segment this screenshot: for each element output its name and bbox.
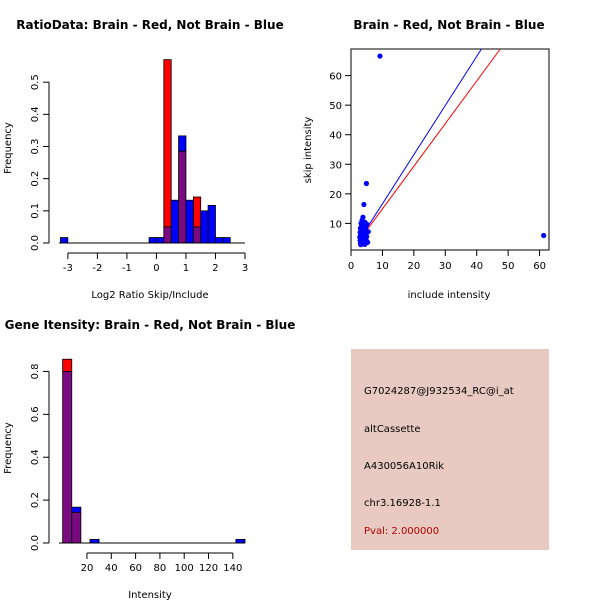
y-tick-label: 10: [329, 219, 342, 230]
bar-overlap: [62, 371, 73, 544]
bar-not-brain: [89, 538, 100, 544]
ratio-bars: [59, 59, 245, 244]
scatter-point: [541, 232, 547, 239]
bar-not-brain: [222, 237, 231, 244]
x-tick-label: 60: [129, 563, 142, 574]
y-tick-label: 0.0: [30, 235, 41, 251]
x-tick-label: 30: [439, 261, 452, 272]
bar-not-brain: [207, 204, 216, 244]
ratio-xlabel: Log2 Ratio Skip/Include: [91, 290, 208, 301]
intensity-xlabel: Intensity: [128, 590, 172, 600]
y-tick-label: 0.3: [30, 139, 41, 155]
x-tick-label: 3: [242, 263, 248, 274]
bar-not-brain: [60, 237, 69, 244]
y-tick-label: 0.1: [30, 203, 41, 219]
bar-overlap: [192, 226, 202, 244]
intensity-ylabel: Frequency: [3, 422, 14, 474]
x-tick-label: 20: [407, 261, 420, 272]
bar-not-brain: [148, 237, 157, 244]
bar-not-brain: [235, 538, 246, 544]
x-tick-label: 20: [81, 563, 94, 574]
x-tick-label: -3: [63, 263, 73, 274]
scatter-point: [377, 53, 383, 59]
y-tick-label: 0.4: [30, 449, 41, 465]
bar-overlap: [71, 511, 82, 544]
bar-brain: [163, 59, 172, 228]
y-tick-label: 20: [329, 190, 342, 201]
gene-name-text: A430056A10Rik: [364, 461, 445, 472]
scatter-point: [363, 180, 369, 187]
locus-text: chr3.16928-1.1: [364, 498, 441, 509]
scatter-title: Brain - Red, Not Brain - Blue: [353, 18, 544, 32]
x-tick-label: -2: [92, 263, 102, 274]
x-tick-label: 40: [105, 563, 118, 574]
y-tick-label: 0.4: [30, 106, 41, 122]
x-tick-label: -1: [122, 263, 132, 274]
bar-not-brain: [170, 199, 179, 244]
scatter-point: [361, 201, 367, 208]
bar-brain: [62, 358, 73, 372]
x-tick-label: 120: [199, 563, 218, 574]
x-tick-label: 40: [470, 261, 483, 272]
x-tick-label: 10: [376, 261, 389, 272]
probe-id-text: G7024287@J932534_RC@i_at: [364, 386, 514, 397]
ratio-axes: -3 -2 -1 0 1 2 3 0.0 0.1 0.2 0.3 0.4 0.5: [30, 74, 248, 274]
intensity-bars: [59, 358, 246, 544]
scatter-point: [358, 242, 364, 248]
y-tick-label: 0.5: [30, 74, 41, 90]
ratio-ylabel: Frequency: [3, 122, 14, 174]
fit-line: [360, 48, 482, 239]
intensity-title: Gene Itensity: Brain - Red, Not Brain - …: [5, 318, 296, 332]
bar-not-brain: [156, 237, 165, 244]
bar-not-brain: [200, 210, 209, 244]
scatter-points: [357, 53, 547, 248]
x-tick-label: 60: [533, 261, 546, 272]
intensity-axes: 20 40 60 80 100 120 140 0.0 0.2 0.4 0.6 0.8: [30, 363, 242, 574]
intensity-histogram: Gene Itensity: Brain - Red, Not Brain - …: [3, 318, 295, 600]
y-tick-label: 0.6: [30, 406, 41, 422]
y-tick-label: 0.2: [30, 492, 41, 508]
y-tick-label: 50: [329, 101, 342, 112]
bar-not-brain: [215, 237, 224, 244]
ratio-histogram: RatioData: Brain - Red, Not Brain - Blue…: [3, 18, 284, 301]
bar-overlap: [178, 150, 187, 244]
y-tick-label: 60: [329, 72, 342, 83]
y-tick-label: 30: [329, 160, 342, 171]
x-tick-label: 0: [348, 261, 354, 272]
x-tick-label: 80: [154, 563, 167, 574]
info-panel: G7024287@J932534_RC@i_at altCassette A43…: [351, 349, 549, 550]
intensity-scatter: Brain - Red, Not Brain - Blue include in…: [303, 18, 550, 301]
scatter-axes: 0 10 20 30 40 50 60 10 20 30 40 50 60: [329, 72, 546, 272]
bar-not-brain: [185, 199, 194, 244]
x-tick-label: 50: [502, 261, 515, 272]
x-tick-label: 1: [183, 263, 189, 274]
bar-brain: [192, 196, 202, 228]
scatter-xlabel: include intensity: [408, 290, 491, 301]
x-tick-label: 0: [153, 263, 159, 274]
scatter-plot-box: [350, 48, 550, 251]
y-tick-label: 0.8: [30, 363, 41, 379]
y-tick-label: 0.2: [30, 171, 41, 187]
pval-text: Pval: 2.000000: [364, 526, 440, 537]
scatter-fit-lines: [360, 48, 501, 240]
x-tick-label: 140: [223, 563, 242, 574]
y-tick-label: 40: [329, 131, 342, 142]
x-tick-label: 2: [212, 263, 218, 274]
x-tick-label: 100: [175, 563, 194, 574]
fit-line: [360, 48, 501, 240]
scatter-ylabel: skip intensity: [303, 117, 314, 184]
bar-not-brain: [71, 506, 82, 513]
bar-not-brain: [178, 135, 187, 152]
scatter-point: [362, 241, 368, 247]
bar-overlap: [163, 226, 172, 244]
event-type-text: altCassette: [364, 424, 421, 435]
ratio-title: RatioData: Brain - Red, Not Brain - Blue: [16, 18, 283, 32]
y-tick-label: 0.0: [30, 535, 41, 551]
